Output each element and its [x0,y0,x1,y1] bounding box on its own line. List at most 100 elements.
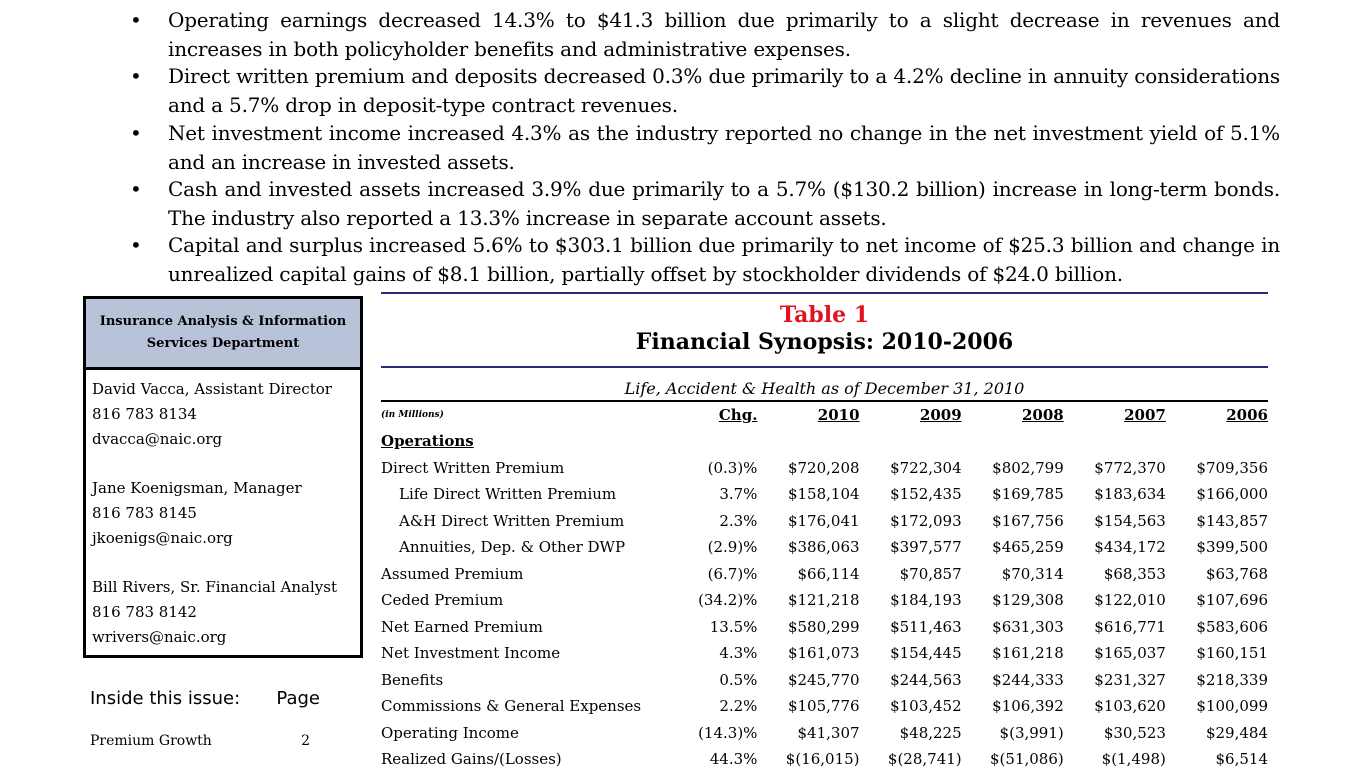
column-header: 2010 [817,406,860,424]
change-cell: (0.3)% [707,458,758,477]
value-cell: $245,770 [787,670,860,689]
bullet-dot: • [130,233,142,257]
department-header: Insurance Analysis & Information Service… [86,299,360,370]
change-cell: (34.2)% [698,591,758,610]
value-cell: $107,696 [1196,591,1268,610]
financial-synopsis-table: Table 1 Financial Synopsis: 2010-2006 Li… [381,292,1268,773]
bullet-dot: • [130,177,142,201]
value-cell: $160,151 [1196,644,1268,663]
value-cell: $41,307 [797,723,860,742]
value-cell: $48,225 [899,723,962,742]
value-cell: $184,193 [890,591,962,610]
column-header: 2006 [1226,406,1268,424]
value-cell: $397,577 [890,538,962,557]
toc-heading: Inside this issue: [90,688,241,709]
toc-item[interactable]: Premium Growth 2 [90,733,320,749]
change-cell: 4.3% [719,644,758,663]
bullet-dot: • [130,8,142,32]
contact-email[interactable]: wrivers@naic.org [92,628,227,646]
contact-phone: 816 783 8142 [92,603,197,621]
value-cell: $66,114 [797,564,860,583]
row-label: Life Direct Written Premium [399,485,617,504]
row-label: Assumed Premium [381,564,524,583]
bullet-dot: • [130,64,142,88]
change-cell: 44.3% [709,750,758,769]
contact-block: David Vacca, Assistant Director 816 783 … [92,377,360,452]
contact-block: Jane Koenigsman, Manager 816 783 8145 jk… [92,476,360,551]
contact-phone: 816 783 8134 [92,405,197,423]
value-cell: $244,563 [890,670,962,689]
value-cell: $103,620 [1094,697,1166,716]
row-label: Net Earned Premium [381,617,543,636]
table-row: Realized Gains/(Losses) 44.3% $(16,015) $(2… [381,746,1268,773]
data-table: (in Millions) Chg. 2010 2009 2008 2007 2… [381,400,1268,773]
bullet-item: • Capital and surplus increased 5.6% to $… [130,233,1280,286]
value-cell: $722,304 [890,458,962,477]
change-cell: 13.5% [709,617,758,636]
value-cell: $631,303 [992,617,1064,636]
value-cell: $6,514 [1215,750,1269,769]
change-cell: (14.3)% [698,723,758,742]
value-cell: $580,299 [787,617,860,636]
value-cell: $(1,498) [1101,750,1166,769]
value-cell: $121,218 [787,591,860,610]
bottom-rule [381,366,1268,368]
bullet-item: • Direct written premium and deposits dec… [130,64,1280,117]
value-cell: $(3,991) [999,723,1064,742]
section-label: Operations [381,432,474,451]
change-cell: (6.7)% [707,564,758,583]
contact-name: Bill Rivers, Sr. Financial Analyst [92,578,337,596]
inside-this-issue: Inside this issue: Page Premium Growth 2 [90,688,320,749]
contact-phone: 816 783 8145 [92,504,197,522]
change-cell: 0.5% [719,670,758,689]
contact-email[interactable]: dvacca@naic.org [92,430,223,448]
toc-item-page: 2 [301,733,310,749]
contact-name: David Vacca, Assistant Director [92,380,332,398]
value-cell: $100,099 [1196,697,1268,716]
change-cell: 2.2% [719,697,758,716]
value-cell: $129,308 [992,591,1064,610]
table-row: Operating Income (14.3)% $41,307 $48,225 $(3… [381,720,1268,747]
table-row: Life Direct Written Premium 3.7% $158,104 $… [381,481,1268,508]
value-cell: $122,010 [1094,591,1166,610]
value-cell: $218,339 [1196,670,1268,689]
value-cell: $161,073 [787,644,860,663]
value-cell: $(28,741) [887,750,962,769]
value-cell: $434,172 [1094,538,1166,557]
value-cell: $176,041 [787,511,860,530]
contact-name: Jane Koenigsman, Manager [92,479,302,497]
row-label: Annuities, Dep. & Other DWP [399,538,626,557]
value-cell: $709,356 [1196,458,1268,477]
value-cell: $106,392 [992,697,1064,716]
value-cell: $583,606 [1196,617,1268,636]
value-cell: $386,063 [787,538,860,557]
value-cell: $172,093 [890,511,962,530]
value-cell: $143,857 [1196,511,1268,530]
toc-header: Inside this issue: Page [90,688,320,709]
bullet-dot: • [130,121,142,145]
table-title: Table 1 [779,302,870,328]
row-label: Commissions & General Expenses [381,697,642,716]
contact-email[interactable]: jkoenigs@naic.org [92,529,233,547]
table-row: Commissions & General Expenses 2.2% $105,7… [381,693,1268,720]
row-label: Realized Gains/(Losses) [381,750,562,769]
column-header: 2007 [1124,406,1166,424]
value-cell: $(16,015) [785,750,860,769]
bullet-item: • Net investment income increased 4.3% as… [130,121,1280,174]
value-cell: $167,756 [992,511,1064,530]
value-cell: $30,523 [1103,723,1166,742]
table-row: Net Investment Income 4.3% $161,073 $154,44… [381,640,1268,667]
value-cell: $720,208 [787,458,860,477]
table-row: Annuities, Dep. & Other DWP (2.9)% $386,06… [381,534,1268,561]
value-cell: $103,452 [890,697,962,716]
value-cell: $166,000 [1196,485,1268,504]
change-cell: (2.9)% [707,538,758,557]
value-cell: $152,435 [890,485,962,504]
value-cell: $183,634 [1094,485,1166,504]
value-cell: $772,370 [1094,458,1166,477]
value-cell: $169,785 [992,485,1064,504]
table-row: Ceded Premium (34.2)% $121,218 $184,193 $129… [381,587,1268,614]
department-info-box: Insurance Analysis & Information Service… [83,296,363,658]
change-cell: 2.3% [719,511,758,530]
column-header: 2009 [919,406,962,424]
